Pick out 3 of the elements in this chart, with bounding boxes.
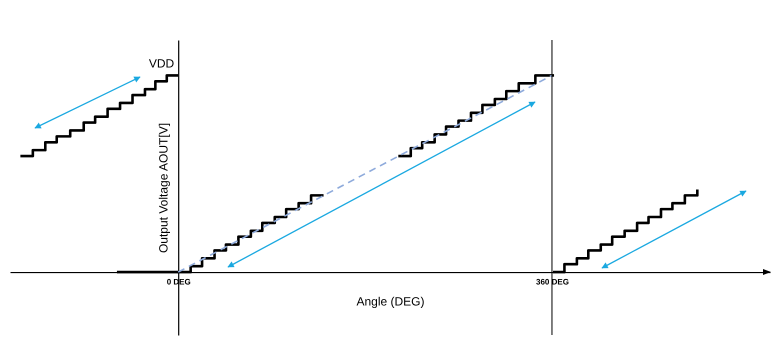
x-axis-title: Angle (DEG) — [356, 294, 425, 309]
y-axis-title: Output Voltage AOUT[V] — [156, 122, 171, 254]
annotation: VDD — [148, 56, 175, 70]
